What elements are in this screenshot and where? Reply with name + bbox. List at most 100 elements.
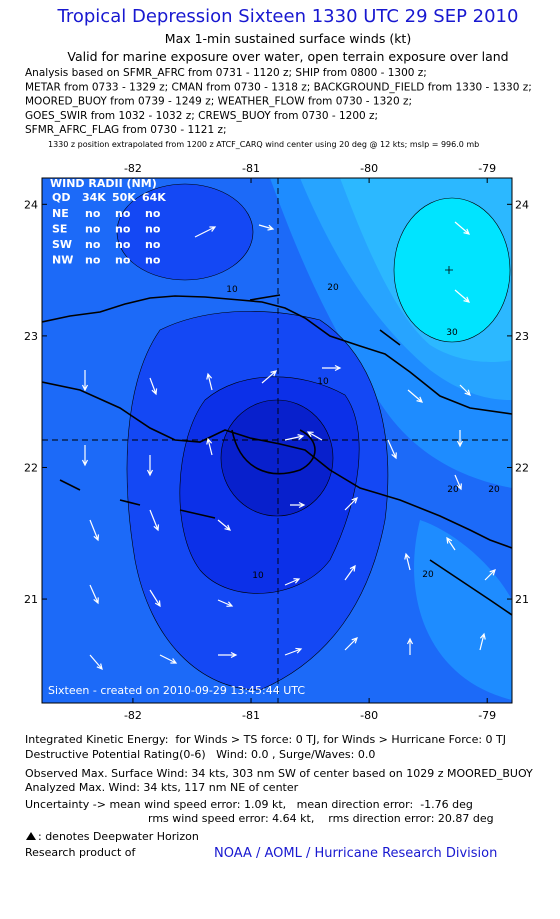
wind-arrow bbox=[217, 519, 232, 531]
link[interactable]: NOAA / AOML / Hurricane Research Divisio… bbox=[214, 846, 497, 861]
y-tick-label: 24 bbox=[515, 198, 529, 211]
y-tick-label: 21 bbox=[515, 593, 529, 606]
wind-arrow bbox=[290, 501, 306, 509]
analysis-line: SFMR_AFRC_FLAG from 0730 - 1121 z; bbox=[25, 124, 227, 136]
subtitle: Valid for marine exposure over water, op… bbox=[67, 49, 508, 64]
y-tick-label: 22 bbox=[515, 461, 529, 474]
dpr: Destructive Potential Rating(0-6) Wind: … bbox=[25, 748, 375, 761]
wind-radii-cell: NE bbox=[52, 207, 69, 220]
wind-arrow bbox=[484, 569, 496, 581]
wind-arrow bbox=[407, 389, 424, 403]
wind-arrow bbox=[344, 497, 358, 511]
wind-arrow bbox=[261, 370, 278, 384]
x-tick-label: -82 bbox=[124, 709, 142, 722]
x-tick-label: -80 bbox=[360, 709, 378, 722]
wind-arrow bbox=[146, 455, 154, 477]
map-frame bbox=[41, 177, 513, 704]
wind-arrow bbox=[454, 221, 471, 235]
wind-arrow bbox=[456, 430, 464, 448]
contour-label: 20 bbox=[447, 485, 459, 495]
contour-label: 10 bbox=[226, 285, 238, 295]
y-tick-label: 23 bbox=[24, 330, 38, 343]
wind-arrow bbox=[81, 445, 89, 467]
wind-radii-header: QD bbox=[52, 191, 70, 204]
wind-arrow bbox=[206, 372, 213, 391]
y-tick-label: 21 bbox=[24, 593, 38, 606]
x-tick-label: -81 bbox=[242, 162, 260, 175]
wind-arrow bbox=[446, 536, 456, 551]
deepwater: : denotes Deepwater Horizon bbox=[38, 830, 199, 843]
x-tick-label: -80 bbox=[360, 162, 378, 175]
wind-radii-header: 34K bbox=[82, 191, 106, 204]
wind-radii-header: 64K bbox=[142, 191, 166, 204]
wind-arrow bbox=[258, 224, 275, 231]
wind-radii-cell: no bbox=[145, 254, 161, 267]
wind-arrow bbox=[284, 647, 303, 656]
wind-arrow bbox=[344, 564, 356, 581]
wind-radii-cell: no bbox=[85, 223, 101, 236]
wind-arrow bbox=[322, 364, 342, 372]
wind-arrow bbox=[149, 509, 160, 532]
wind-radii-cell: no bbox=[145, 207, 161, 220]
contour-label: 10 bbox=[252, 571, 264, 581]
analysis-line: Analysis based on SFMR_AFRC from 0731 - … bbox=[25, 67, 427, 79]
wind-radii-cell: SW bbox=[52, 238, 72, 251]
observed: Observed Max. Surface Wind: 34 kts, 303 … bbox=[25, 767, 533, 780]
y-tick-label: 22 bbox=[24, 461, 38, 474]
wind-radii-cell: no bbox=[85, 254, 101, 267]
map-field bbox=[42, 178, 512, 703]
x-tick-label: -79 bbox=[478, 162, 496, 175]
wind-radii-cell: no bbox=[115, 223, 131, 236]
y-tick-label: 24 bbox=[24, 198, 38, 211]
analyzed: Analyzed Max. Wind: 34 kts, 117 nm NE of… bbox=[25, 781, 299, 794]
wind-radii-cell: no bbox=[145, 238, 161, 251]
wind-radii-cell: no bbox=[145, 223, 161, 236]
wind-arrow bbox=[284, 434, 305, 441]
wind-radii-cell: NW bbox=[52, 254, 73, 267]
credit: Sixteen - created on 2010-09-29 13:45:44… bbox=[48, 684, 305, 697]
wind-arrow bbox=[387, 439, 397, 460]
wind-arrow bbox=[149, 589, 161, 608]
y-tick-label: 23 bbox=[515, 330, 529, 343]
wind-arrow bbox=[306, 431, 323, 441]
wind-radii-header: 50K bbox=[112, 191, 136, 204]
wind-arrow bbox=[454, 474, 462, 491]
wind-radii-cell: no bbox=[115, 238, 131, 251]
uncertainty: rms wind speed error: 4.64 kt, rms direc… bbox=[148, 812, 494, 825]
x-tick-label: -81 bbox=[242, 709, 260, 722]
x-tick-label: -79 bbox=[478, 709, 496, 722]
position-note: 1330 z position extrapolated from 1200 z… bbox=[48, 140, 479, 149]
uncertainty: Uncertainty -> mean wind speed error: 1.… bbox=[25, 798, 473, 811]
contour-label: 30 bbox=[446, 328, 458, 338]
wind-arrow bbox=[89, 654, 103, 671]
wind-radii-cell: no bbox=[85, 207, 101, 220]
wind-arrow bbox=[159, 654, 178, 664]
wind-radii-cell: no bbox=[115, 207, 131, 220]
wind-arrow bbox=[404, 552, 411, 571]
wind-radii-cell: no bbox=[115, 254, 131, 267]
wind-arrow bbox=[454, 289, 471, 303]
research: Research product of bbox=[25, 846, 136, 859]
wind-arrow bbox=[206, 437, 213, 456]
analysis-line: GOES_SWIR from 1032 - 1032 z; CREWS_BUOY… bbox=[25, 110, 378, 122]
wind-arrow bbox=[81, 370, 89, 392]
wind-arrow bbox=[406, 637, 414, 655]
ike: Integrated Kinetic Energy: for Winds > T… bbox=[25, 733, 506, 746]
contour-label: 20 bbox=[327, 283, 339, 293]
wind-arrow bbox=[218, 651, 238, 659]
wind-radii-title: WIND RADII (NM) bbox=[50, 177, 157, 190]
deepwater-icon bbox=[26, 832, 36, 840]
wind-arrow bbox=[459, 384, 471, 396]
wind-arrow bbox=[217, 599, 234, 607]
wind-arrow bbox=[149, 377, 158, 396]
wind-arrow bbox=[344, 637, 358, 651]
x-tick-label: -82 bbox=[124, 162, 142, 175]
wind-arrow bbox=[284, 578, 301, 586]
subtitle: Max 1-min sustained surface winds (kt) bbox=[165, 31, 411, 46]
contour-label: 10 bbox=[317, 377, 329, 387]
wind-radii-cell: SE bbox=[52, 223, 67, 236]
wind-arrow bbox=[89, 584, 99, 605]
contour-label: 20 bbox=[488, 485, 500, 495]
contour-label: 20 bbox=[422, 570, 434, 580]
